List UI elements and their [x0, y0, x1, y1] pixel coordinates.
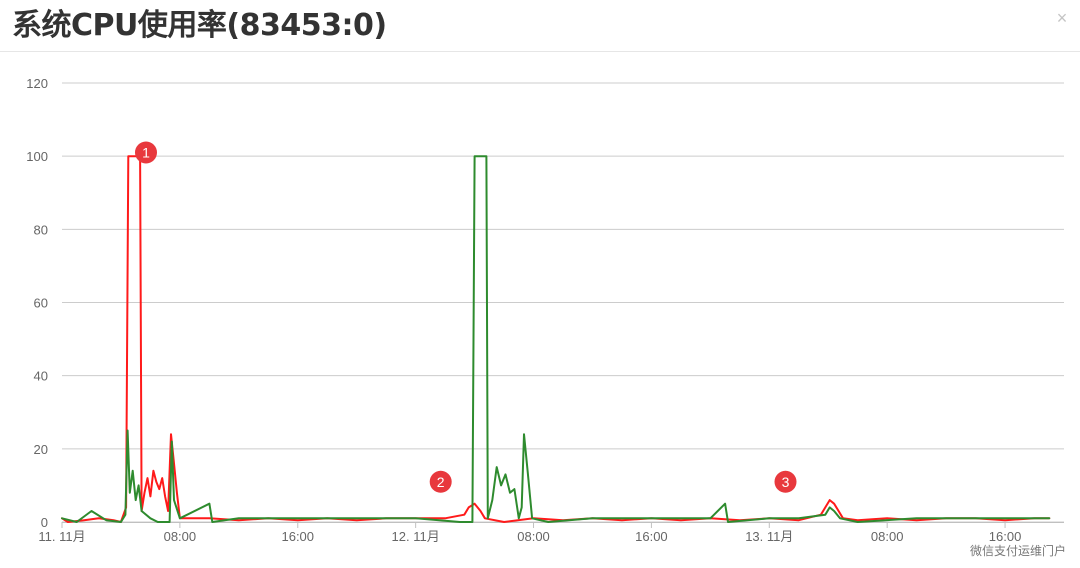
annotation-circle [134, 141, 157, 164]
grid-layer [61, 82, 1064, 528]
annotation-marker-2: 2 [429, 470, 452, 493]
y-tick-label: 60 [34, 296, 48, 311]
y-tick-label: 0 [41, 515, 48, 530]
x-tick-label: 16:00 [635, 529, 668, 544]
x-tick-label: 16:00 [989, 529, 1022, 544]
annotation-circle [429, 470, 452, 493]
x-tick-label: 08:00 [164, 529, 197, 544]
annotation-label: 3 [782, 474, 790, 490]
dialog-header: 系统CPU使用率(83453:0) × [0, 0, 1080, 52]
y-tick-label: 100 [26, 149, 48, 164]
x-tick-label: 08:00 [871, 529, 904, 544]
annotation-layer: 1 2 3 [134, 141, 797, 493]
watermark-text: 微信支付运维门户 [969, 544, 1066, 558]
chart-area: 0 20 40 60 80 100 120 11. 11月 08:00 16:00 12. 11月… [0, 52, 1080, 563]
x-tick-label: 13. 11月 [745, 529, 793, 544]
y-tick-label: 80 [34, 222, 48, 237]
x-tick-label: 08:00 [517, 529, 550, 544]
x-tick-label: 12. 11月 [392, 529, 440, 544]
annotation-marker-3: 3 [774, 470, 797, 493]
annotation-circle [774, 470, 797, 493]
series-layer [61, 155, 1051, 523]
series-line-1 [61, 155, 1051, 523]
x-tick-labels: 11. 11月 08:00 16:00 12. 11月 08:00 16:00 13. 11… [38, 529, 1021, 544]
cpu-usage-chart: 0 20 40 60 80 100 120 11. 11月 08:00 16:00 12. 11月… [26, 76, 1064, 544]
annotation-label: 1 [142, 145, 150, 161]
y-tick-labels: 0 20 40 60 80 100 120 [26, 76, 48, 530]
series-line-2 [61, 155, 1051, 523]
y-tick-label: 120 [26, 76, 48, 91]
x-tick-label: 11. 11月 [38, 529, 85, 544]
y-tick-label: 20 [34, 442, 48, 457]
annotation-label: 2 [437, 474, 445, 490]
x-tick-label: 16:00 [281, 529, 314, 544]
close-icon[interactable]: × [1056, 8, 1068, 28]
page-title: 系统CPU使用率(83453:0) [12, 8, 387, 43]
annotation-marker-1: 1 [134, 141, 157, 164]
y-tick-label: 40 [34, 369, 48, 384]
